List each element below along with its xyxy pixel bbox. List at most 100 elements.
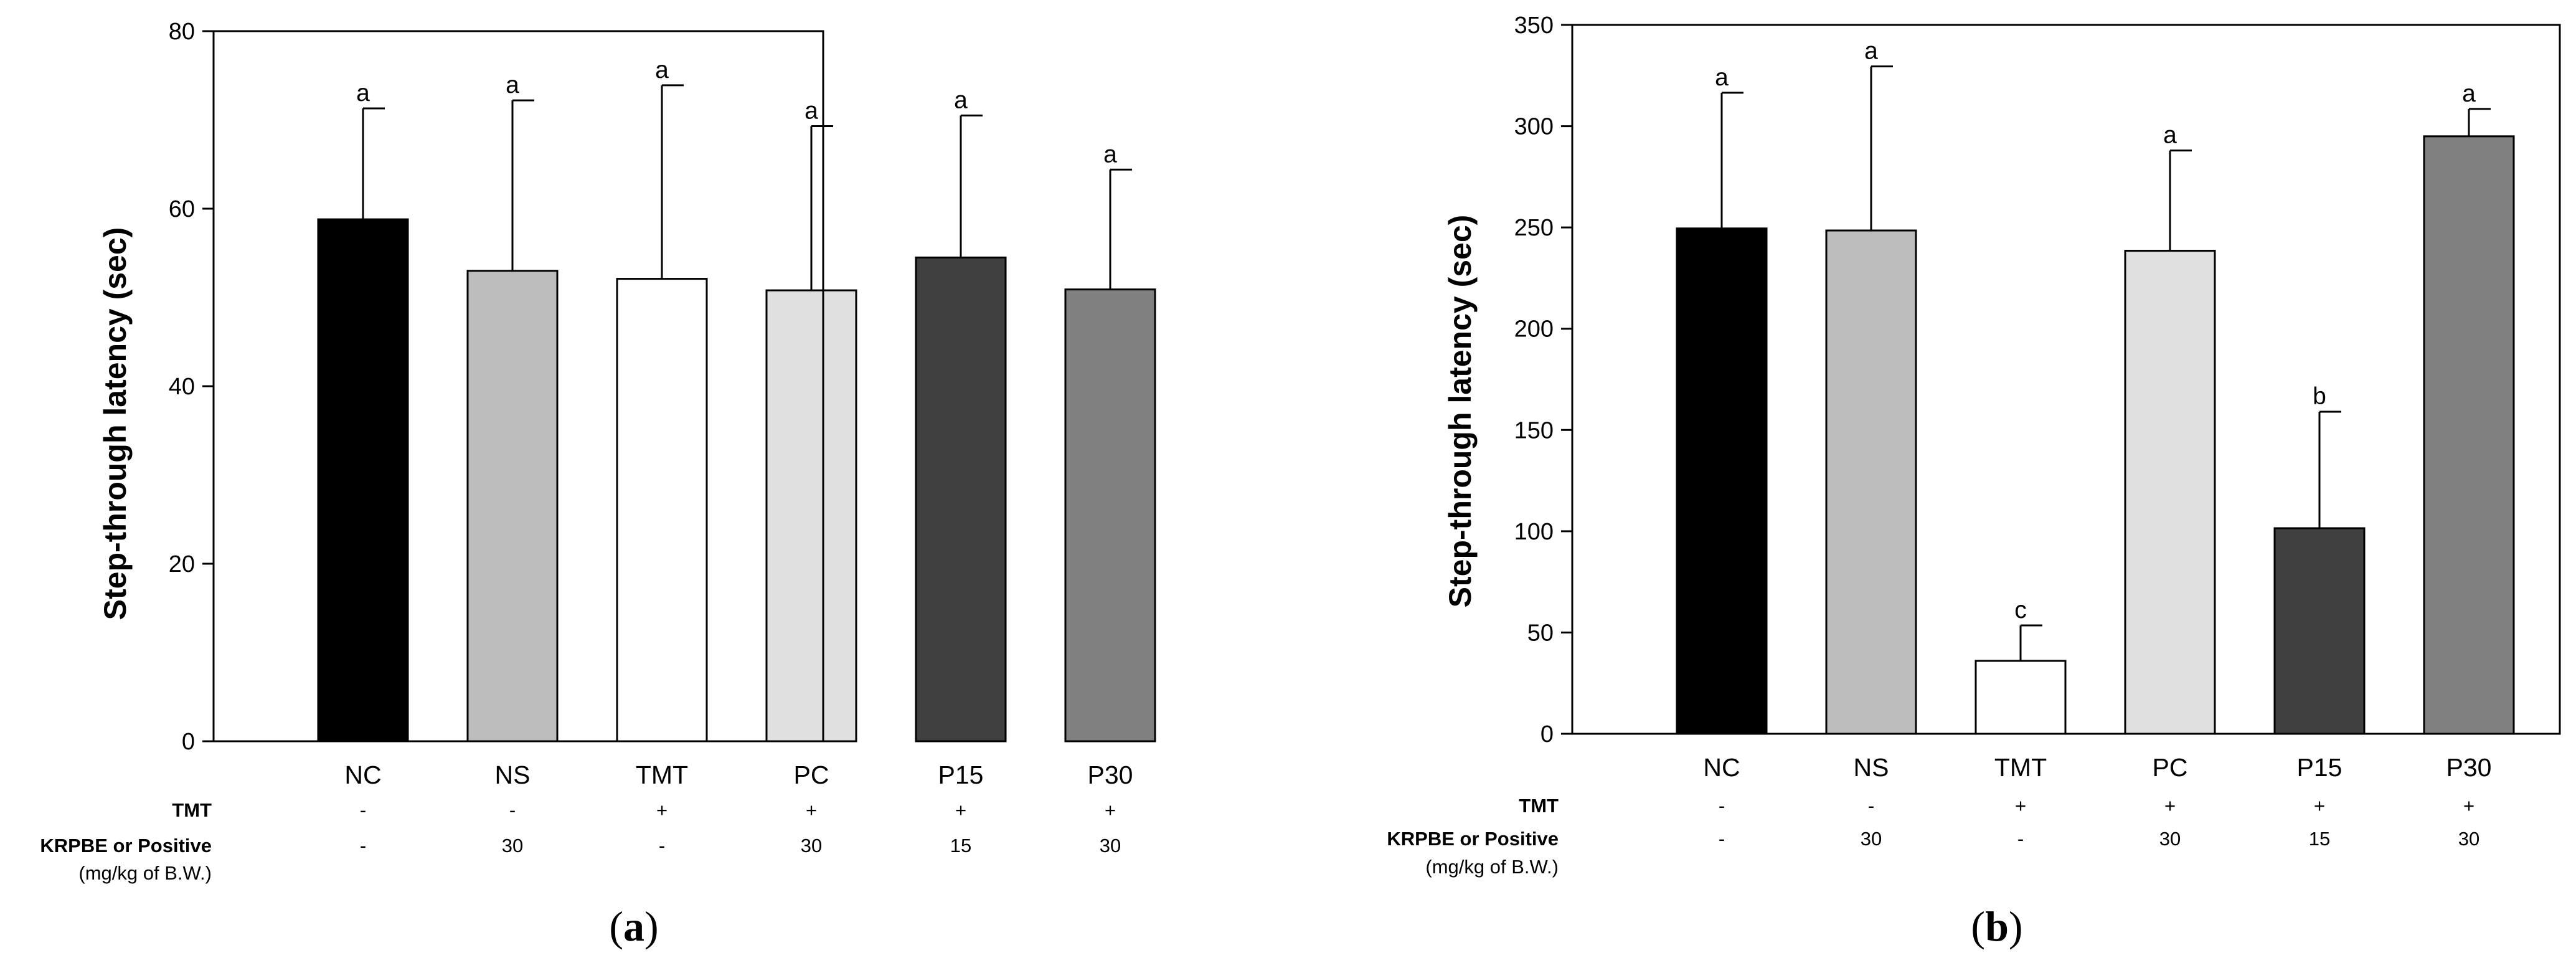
category-label: NS [1854, 753, 1889, 782]
dose-row-label: KRPBE or Positive [40, 835, 212, 856]
bar-tmt [616, 278, 708, 743]
dose-row-values: - 30 - 30 15 30 [360, 835, 1121, 856]
bar-ns [466, 270, 559, 743]
significance-letter: a [954, 87, 968, 113]
treatment-value: 15 [950, 835, 971, 856]
category-label: TMT [1994, 753, 2047, 782]
significance-letter: b [2313, 383, 2326, 410]
y-tick-label: 80 [169, 19, 195, 45]
tmt-row-values: - - + + + + [1719, 795, 2475, 817]
treatment-value: + [2463, 795, 2475, 817]
treatment-value: 30 [1861, 828, 1882, 850]
error-bars [362, 84, 1132, 291]
significance-letter: a [804, 97, 818, 124]
y-tick-label: 300 [1514, 114, 1554, 140]
dose-row-values: - 30 - 30 15 30 [1719, 828, 2479, 850]
significance-letter: a [2462, 80, 2476, 107]
y-tick-label: 150 [1514, 417, 1554, 444]
tmt-row-label: TMT [172, 799, 212, 821]
bar-p15 [915, 256, 1007, 743]
treatment-value: + [1105, 799, 1116, 821]
significance-letters: a a c a b a [1715, 38, 2476, 624]
tmt-row-values: - - + + + + [360, 799, 1116, 821]
y-axis-label: Step-through latency (sec) [1443, 215, 1478, 608]
y-tick-label: 100 [1514, 519, 1554, 545]
significance-letter: c [2014, 597, 2027, 624]
y-tick-label: 0 [182, 729, 195, 755]
treatment-value: - [360, 835, 366, 856]
y-axis-label: Step-through latency (sec) [98, 227, 133, 620]
treatment-value: - [1719, 795, 1725, 817]
treatment-value: + [806, 799, 817, 821]
y-tick-label: 200 [1514, 316, 1554, 343]
significance-letter: a [1103, 141, 1117, 168]
category-labels: NC NS TMT PC P15 P30 [344, 761, 1133, 789]
dose-row-unit: (mg/kg of B.W.) [78, 862, 212, 884]
bar-p15 [2273, 527, 2366, 735]
y-tick-label: 0 [1540, 721, 1554, 747]
treatment-value: 30 [2458, 828, 2479, 850]
category-label: PC [794, 761, 829, 789]
treatment-value: 30 [2159, 828, 2181, 850]
category-label: P30 [1088, 761, 1133, 789]
treatment-value: 30 [801, 835, 822, 856]
significance-letter: a [506, 72, 519, 98]
category-label: P15 [2297, 753, 2342, 782]
bars [317, 218, 1156, 743]
category-label: TMT [636, 761, 688, 789]
y-axis-ticks: 0 20 40 60 80 [169, 19, 214, 755]
bar-nc [317, 218, 409, 743]
treatment-value: - [2017, 828, 2024, 850]
bar-tmt [1974, 660, 2067, 735]
treatment-value: - [360, 799, 366, 821]
bar-pc [765, 289, 857, 743]
bar-ns [1825, 229, 1917, 735]
significance-letter: a [655, 57, 669, 83]
plot-frame [1571, 24, 2561, 735]
category-label: NC [1703, 753, 1740, 782]
tmt-row-label: TMT [1519, 795, 1559, 817]
bar-p30 [1064, 288, 1156, 743]
treatment-value: - [1719, 828, 1725, 850]
treatment-value: + [2314, 795, 2325, 817]
y-tick-label: 50 [1527, 620, 1554, 646]
panel-label-b: (b) [1971, 903, 2022, 950]
y-tick-label: 40 [169, 374, 195, 400]
category-label: NS [495, 761, 531, 789]
treatment-value: 30 [502, 835, 523, 856]
panel-b-chart: 0 50 100 150 200 250 300 350 a a c a b a NC NS TMT PC P1… [1387, 12, 2561, 950]
category-label: P30 [2446, 753, 2492, 782]
panel-label-a: (a) [609, 903, 658, 950]
y-tick-label: 60 [169, 196, 195, 222]
error-bars [1720, 65, 2491, 661]
bars [1676, 135, 2515, 735]
bar-pc [2124, 250, 2216, 735]
treatment-value: - [1868, 795, 1874, 817]
bar-nc [1676, 227, 1768, 735]
treatment-value: + [656, 799, 668, 821]
treatment-value: 30 [1100, 835, 1121, 856]
bar-p30 [2423, 135, 2515, 735]
category-label: P15 [938, 761, 984, 789]
y-axis-ticks: 0 50 100 150 200 250 300 350 [1514, 12, 1572, 747]
treatment-value: + [2015, 795, 2026, 817]
dose-row-label: KRPBE or Positive [1387, 828, 1559, 850]
y-tick-label: 20 [169, 551, 195, 577]
treatment-value: - [659, 835, 665, 856]
significance-letter: a [1864, 38, 1878, 65]
treatment-value: 15 [2309, 828, 2330, 850]
y-tick-label: 250 [1514, 215, 1554, 241]
category-labels: NC NS TMT PC P15 P30 [1703, 753, 2491, 782]
significance-letters: a a a a a a [356, 57, 1117, 168]
y-tick-label: 350 [1514, 12, 1554, 39]
significance-letter: a [356, 80, 370, 107]
treatment-value: + [955, 799, 966, 821]
plot-frame [212, 30, 824, 743]
dose-row-unit: (mg/kg of B.W.) [1425, 856, 1559, 878]
significance-letter: a [2163, 122, 2177, 149]
panel-a-chart: 0 20 40 60 80 a a a a a a NC NS TMT PC P15 P30 Step-th… [40, 19, 1156, 950]
treatment-value: - [509, 799, 516, 821]
category-label: PC [2153, 753, 2188, 782]
significance-letter: a [1715, 64, 1729, 91]
